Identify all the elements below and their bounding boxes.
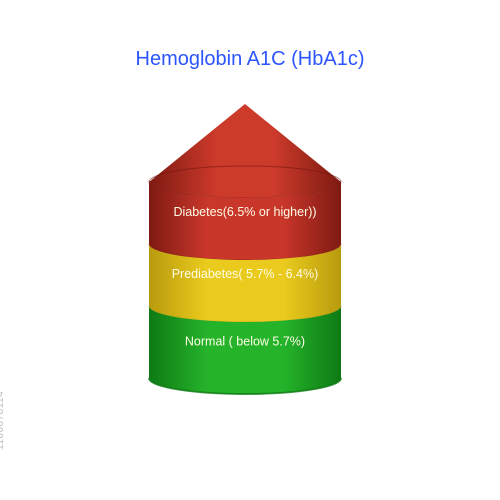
hba1c-cylinder-chart: Diabetes(6.5% or higher)) Prediabetes( 5.…: [145, 100, 345, 420]
segment-diabetes-label: Diabetes(6.5% or higher)): [173, 205, 316, 219]
chart-title: Hemoglobin A1C (HbA1c): [0, 48, 500, 71]
cone-top: [149, 104, 341, 198]
segment-normal-label: Normal ( below 5.7%): [185, 335, 305, 349]
segment-prediabetes-label: Prediabetes( 5.7% - 6.4%): [172, 267, 319, 281]
cylinder-svg: Diabetes(6.5% or higher)) Prediabetes( 5.…: [145, 100, 345, 430]
stock-id-watermark: 1160678114: [0, 391, 6, 450]
